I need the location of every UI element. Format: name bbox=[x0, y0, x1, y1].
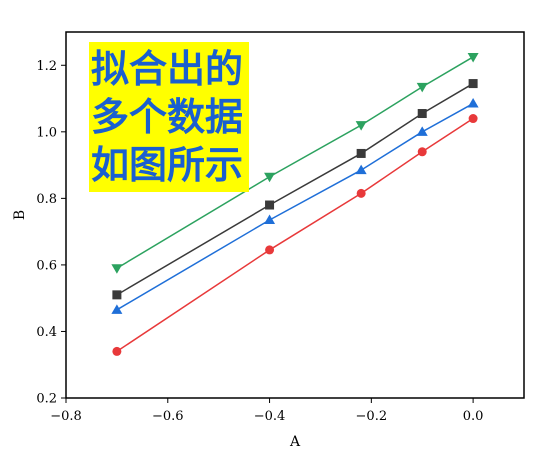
x-axis-ticks: −0.8 −0.6 −0.4 −0.2 0.0 bbox=[50, 398, 483, 424]
x-tick-label: −0.8 bbox=[50, 409, 82, 424]
x-tick-label: −0.2 bbox=[356, 409, 388, 424]
x-tick-label: 0.0 bbox=[463, 409, 484, 424]
y-tick-label: 0.6 bbox=[36, 258, 57, 273]
series-4 bbox=[112, 114, 478, 356]
y-axis-title: B bbox=[12, 210, 28, 220]
series-layer bbox=[111, 52, 479, 356]
x-tick-label: −0.4 bbox=[254, 409, 286, 424]
y-tick-label: 0.8 bbox=[36, 192, 57, 207]
data-point bbox=[467, 98, 479, 108]
data-point bbox=[265, 245, 275, 255]
x-tick-label: −0.6 bbox=[152, 409, 184, 424]
y-tick-label: 1.2 bbox=[36, 59, 57, 74]
y-axis-ticks: 0.2 0.4 0.6 0.8 1.0 1.2 bbox=[36, 59, 66, 407]
annotation-box: 拟合出的 多个数据 如图所示 bbox=[89, 42, 249, 192]
data-point bbox=[355, 164, 367, 175]
annotation-line-1: 拟合出的 bbox=[91, 47, 244, 91]
data-point bbox=[265, 200, 275, 210]
plot-frame bbox=[65, 31, 525, 399]
annotation-line-2: 多个数据 bbox=[91, 95, 244, 139]
data-point bbox=[264, 172, 276, 183]
data-point bbox=[355, 121, 367, 131]
data-point bbox=[417, 109, 427, 119]
series-3 bbox=[111, 98, 479, 314]
data-point bbox=[417, 147, 427, 157]
data-point bbox=[111, 264, 123, 274]
series-1 bbox=[111, 52, 479, 274]
data-point bbox=[416, 126, 428, 136]
data-point bbox=[468, 79, 478, 89]
x-axis-title: A bbox=[289, 434, 301, 450]
data-point bbox=[416, 82, 428, 93]
data-point bbox=[111, 304, 123, 314]
annotation-line-3: 如图所示 bbox=[91, 143, 244, 187]
data-point bbox=[356, 148, 366, 158]
data-point bbox=[112, 290, 122, 300]
data-point bbox=[468, 114, 478, 124]
data-point bbox=[264, 214, 276, 224]
data-point bbox=[467, 52, 479, 63]
y-tick-label: 1.0 bbox=[36, 125, 57, 140]
data-point bbox=[356, 188, 366, 198]
data-point bbox=[112, 346, 122, 356]
y-tick-label: 0.4 bbox=[36, 325, 57, 340]
y-tick-label: 0.2 bbox=[36, 392, 57, 407]
series-2 bbox=[112, 79, 478, 300]
